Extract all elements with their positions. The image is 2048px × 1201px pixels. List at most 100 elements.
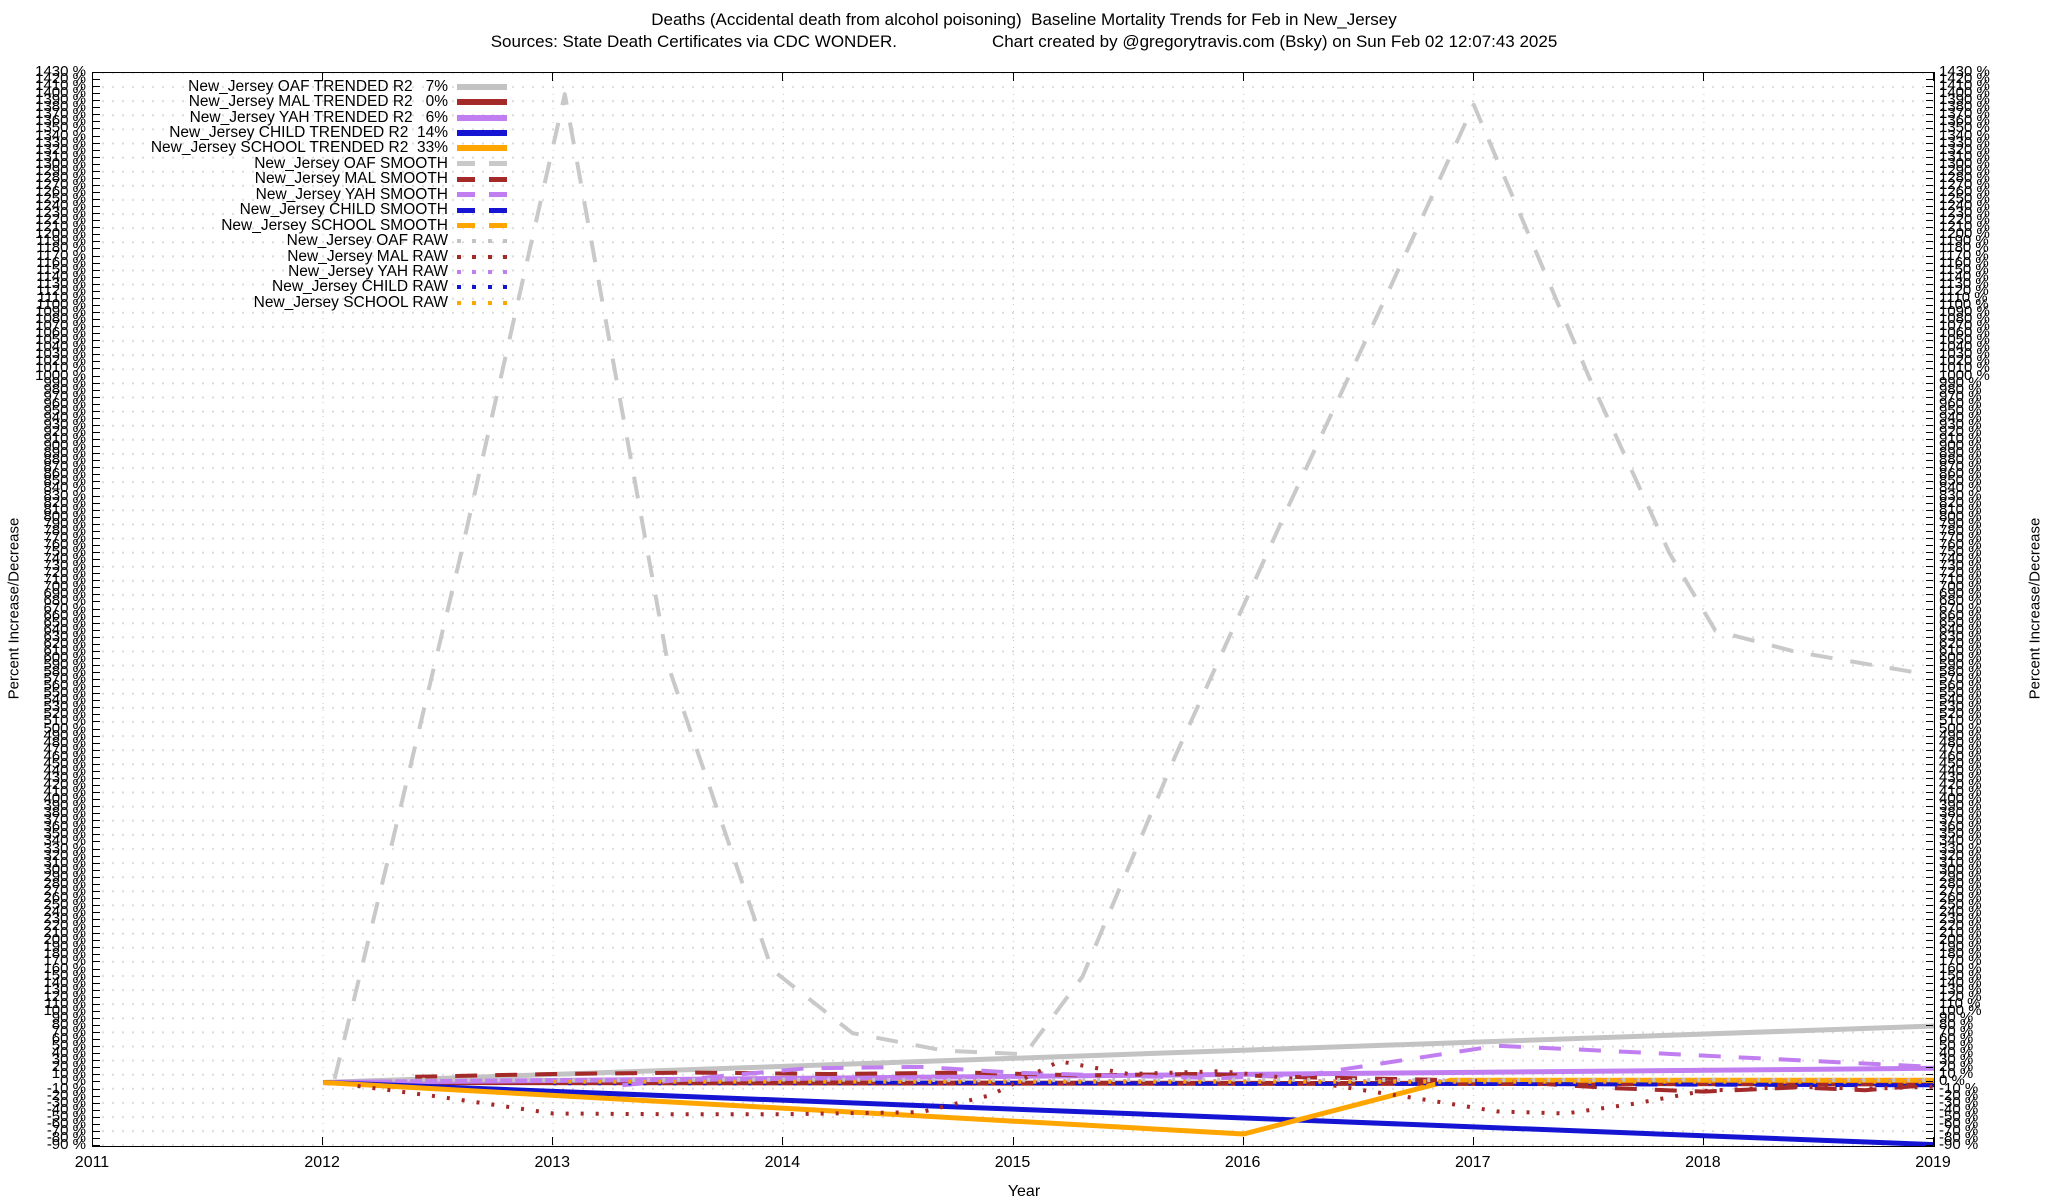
y-tick-label-left: 1210 % xyxy=(35,218,86,236)
y-tick-label-left: 1140 % xyxy=(36,267,86,285)
y-tick-label-left: -20 % xyxy=(46,1086,86,1104)
y-tick-label-right: 600 % xyxy=(1939,648,1982,666)
y-tick-left xyxy=(93,1032,100,1034)
y-tick-right xyxy=(1926,347,1933,349)
y-tick-label-left: 1240 % xyxy=(35,197,86,215)
series-new-jersey-oaf-raw xyxy=(392,1077,1934,1083)
y-tick-label-right: 710 % xyxy=(1939,571,1982,589)
y-tick-left xyxy=(93,883,100,885)
y-tick-label-right: 1010 % xyxy=(1939,359,1990,377)
y-tick-left xyxy=(93,255,100,257)
legend-sample-segment xyxy=(457,285,461,290)
y-tick-label-right: 1250 % xyxy=(1939,190,1990,208)
y-tick-label-left: 1430 % xyxy=(35,63,86,80)
y-tick-label-left: 420 % xyxy=(43,775,86,793)
y-tick-right xyxy=(1926,855,1933,857)
y-tick-right xyxy=(1926,114,1933,116)
y-tick-right xyxy=(1926,326,1933,328)
legend-sample-segment xyxy=(457,223,475,229)
y-tick-label-left: 1280 % xyxy=(35,168,86,186)
y-tick-right xyxy=(1926,319,1933,321)
y-tick-right xyxy=(1926,312,1933,313)
y-tick-label-left: 620 % xyxy=(43,634,86,652)
legend-sample-segment xyxy=(489,192,507,198)
y-tick-label-left: 810 % xyxy=(43,500,86,518)
y-tick-left xyxy=(93,234,100,236)
legend-item-new-jersey-school-smooth: New_Jersey SCHOOL SMOOTH xyxy=(0,216,507,234)
y-tick-left xyxy=(93,502,100,504)
y-tick-left xyxy=(93,834,100,836)
legend-item-new-jersey-yah-trended-r2-6-: New_Jersey YAH TRENDED R2 6% xyxy=(0,109,507,126)
y-tick-label-left: 30 % xyxy=(51,1051,86,1069)
y-tick-label-left: 10 % xyxy=(51,1065,86,1083)
legend-sample-segment xyxy=(457,192,475,198)
y-tick-label-right: 280 % xyxy=(1939,874,1982,892)
y-tick-label-right: 650 % xyxy=(1939,613,1982,631)
y-tick-right xyxy=(1926,220,1933,222)
y-tick-right xyxy=(1926,1046,1933,1048)
y-tick-right xyxy=(1926,234,1933,236)
y-tick-left xyxy=(93,919,100,921)
y-tick-label-left: 200 % xyxy=(43,931,86,949)
y-tick-label-right: 1110 % xyxy=(1939,288,1988,306)
y-tick-label-left: 1250 % xyxy=(35,190,86,208)
y-tick-left xyxy=(93,876,100,878)
y-tick-label-left: 300 % xyxy=(43,860,86,878)
y-tick-label-left: 700 % xyxy=(43,578,86,596)
y-tick-label-left: 600 % xyxy=(43,648,86,666)
y-tick-label-right: 440 % xyxy=(1939,761,1982,779)
y-tick-label-left: 260 % xyxy=(43,888,86,906)
y-tick-left xyxy=(93,912,100,914)
y-tick-label-left: 460 % xyxy=(43,747,86,765)
y-tick-label-left: 480 % xyxy=(43,733,86,751)
y-tick-left xyxy=(93,996,100,998)
y-tick-label-right: 680 % xyxy=(1939,592,1982,610)
y-tick-left xyxy=(93,869,100,871)
y-tick-left xyxy=(93,756,100,758)
y-tick-right xyxy=(1926,728,1933,730)
y-tick-left xyxy=(93,1123,100,1125)
y-tick-label-left: 1410 % xyxy=(35,77,86,95)
y-tick-left xyxy=(93,573,100,575)
y-tick-left xyxy=(93,312,100,313)
y-tick-right xyxy=(1926,707,1933,709)
x-tick-bottom xyxy=(1702,1137,1704,1145)
y-tick-left xyxy=(93,432,100,434)
y-tick-label-right: 240 % xyxy=(1939,903,1982,921)
legend-sample-segment xyxy=(487,239,492,244)
y-tick-right xyxy=(1926,460,1933,462)
y-tick-left xyxy=(93,326,100,328)
y-tick-left xyxy=(93,594,100,596)
legend-sample-segment xyxy=(457,269,461,274)
legend-item-label: New_Jersey SCHOOL RAW xyxy=(253,293,448,311)
y-tick-label-right: 1100 % xyxy=(1939,295,1989,313)
y-tick-right xyxy=(1926,1145,1933,1146)
y-tick-right xyxy=(1926,664,1933,666)
y-tick-label-left: 100 % xyxy=(43,1001,86,1019)
legend-item-label: New_Jersey SCHOOL SMOOTH xyxy=(221,216,448,234)
y-tick-label-right: -30 % xyxy=(1939,1093,1979,1111)
y-tick-label-left: 250 % xyxy=(43,895,86,913)
y-tick-left xyxy=(93,1130,100,1132)
y-tick-label-left: 350 % xyxy=(43,825,86,843)
y-tick-right xyxy=(1926,283,1933,285)
y-tick-right xyxy=(1926,601,1933,603)
y-tick-label-left: 1180 % xyxy=(36,239,86,257)
y-tick-left xyxy=(93,1074,100,1076)
y-tick-right xyxy=(1926,255,1933,257)
y-tick-label-right: 1210 % xyxy=(1939,218,1990,236)
y-tick-right xyxy=(1926,135,1933,137)
y-tick-right xyxy=(1926,643,1933,645)
x-tick-top xyxy=(1702,73,1704,81)
y-tick-right xyxy=(1926,989,1933,991)
y-tick-label-left: 230 % xyxy=(43,910,86,928)
y-tick-left xyxy=(93,72,100,73)
y-tick-left xyxy=(93,177,100,179)
y-tick-label-left: 1340 % xyxy=(35,126,86,144)
y-tick-right xyxy=(1926,629,1933,631)
y-tick-right xyxy=(1926,333,1933,335)
y-tick-label-left: 1080 % xyxy=(35,310,86,328)
y-tick-right xyxy=(1926,566,1933,568)
y-tick-label-left: 50 % xyxy=(51,1037,86,1055)
y-tick-right xyxy=(1926,679,1933,681)
